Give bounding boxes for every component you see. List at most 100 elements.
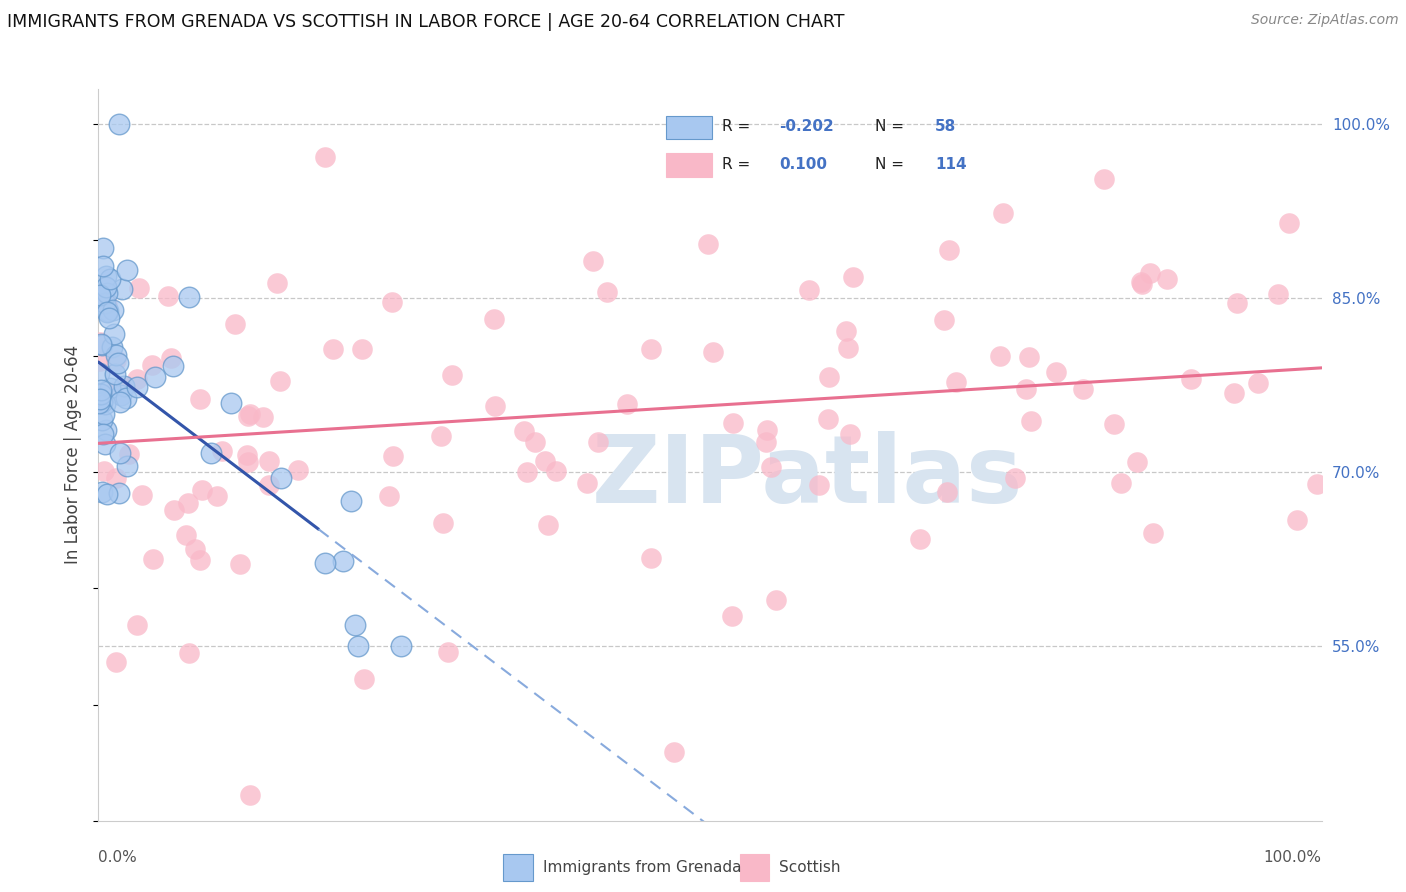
- Point: [110, 388, 132, 402]
- Point: [270, 471, 292, 485]
- Point: [908, 532, 931, 546]
- Point: [546, 464, 568, 478]
- Point: [1071, 382, 1094, 396]
- Point: [103, 303, 125, 318]
- Point: [91, 242, 114, 256]
- Point: [90, 383, 112, 397]
- Point: [100, 272, 122, 286]
- Point: [174, 528, 197, 542]
- Point: [98, 311, 121, 326]
- Point: [582, 254, 605, 268]
- Point: [838, 426, 860, 441]
- Point: [524, 435, 547, 450]
- Point: [257, 478, 280, 492]
- Point: [1142, 526, 1164, 541]
- Point: [90, 413, 112, 427]
- Point: [219, 396, 242, 410]
- Text: Source: ZipAtlas.com: Source: ZipAtlas.com: [1251, 13, 1399, 28]
- Point: [381, 450, 404, 464]
- Text: Immigrants from Grenada: Immigrants from Grenada: [543, 861, 741, 875]
- Point: [239, 408, 262, 422]
- Point: [104, 471, 127, 485]
- Point: [91, 338, 114, 352]
- Point: [723, 416, 745, 430]
- Point: [1247, 376, 1270, 390]
- Point: [101, 385, 124, 400]
- Point: [1139, 266, 1161, 280]
- Point: [127, 372, 149, 386]
- Point: [537, 518, 560, 533]
- Point: [664, 745, 686, 759]
- Point: [228, 557, 250, 571]
- Point: [381, 294, 404, 309]
- Point: [1180, 372, 1202, 386]
- Point: [177, 646, 200, 660]
- Point: [513, 424, 536, 438]
- Point: [765, 592, 787, 607]
- Point: [105, 353, 128, 368]
- Point: [127, 617, 149, 632]
- Point: [938, 243, 960, 257]
- Point: [755, 423, 778, 437]
- Point: [183, 541, 205, 556]
- Text: 0.0%: 0.0%: [98, 850, 138, 864]
- Point: [437, 645, 460, 659]
- Point: [128, 281, 150, 295]
- Point: [97, 304, 120, 318]
- Point: [89, 335, 111, 350]
- Point: [515, 466, 537, 480]
- Point: [104, 656, 127, 670]
- Point: [114, 380, 136, 394]
- Point: [188, 553, 211, 567]
- Point: [104, 368, 127, 382]
- Point: [96, 486, 118, 500]
- Point: [112, 379, 135, 393]
- Point: [990, 349, 1012, 363]
- Point: [484, 399, 506, 413]
- Point: [586, 434, 609, 449]
- Point: [430, 429, 453, 443]
- Point: [343, 618, 366, 632]
- Point: [482, 311, 505, 326]
- Point: [1222, 386, 1244, 401]
- Point: [702, 344, 724, 359]
- Point: [94, 437, 117, 451]
- Point: [94, 423, 117, 437]
- Point: [94, 296, 117, 310]
- Point: [721, 608, 744, 623]
- Point: [616, 397, 638, 411]
- Point: [162, 359, 184, 374]
- Point: [110, 283, 132, 297]
- Point: [936, 485, 959, 500]
- Point: [94, 397, 117, 411]
- Point: [432, 516, 454, 531]
- Point: [807, 478, 830, 492]
- Point: [1156, 272, 1178, 286]
- FancyBboxPatch shape: [740, 855, 769, 881]
- Point: [118, 447, 141, 461]
- Point: [188, 392, 211, 407]
- Y-axis label: In Labor Force | Age 20-64: In Labor Force | Age 20-64: [65, 345, 83, 565]
- Point: [89, 353, 111, 368]
- Point: [287, 462, 309, 476]
- Point: [842, 270, 865, 285]
- Point: [945, 376, 967, 390]
- Point: [353, 673, 375, 687]
- Point: [818, 369, 841, 384]
- Point: [314, 150, 336, 164]
- Point: [332, 553, 354, 567]
- Point: [160, 351, 183, 365]
- Point: [1109, 476, 1132, 491]
- Point: [108, 117, 131, 131]
- Point: [239, 788, 262, 802]
- Point: [143, 370, 166, 384]
- Point: [141, 359, 163, 373]
- Point: [817, 412, 839, 426]
- Point: [177, 289, 200, 303]
- Point: [236, 455, 259, 469]
- Point: [1104, 417, 1126, 431]
- Text: Scottish: Scottish: [779, 861, 841, 875]
- Point: [1130, 275, 1153, 289]
- Point: [100, 340, 122, 354]
- Point: [90, 336, 112, 351]
